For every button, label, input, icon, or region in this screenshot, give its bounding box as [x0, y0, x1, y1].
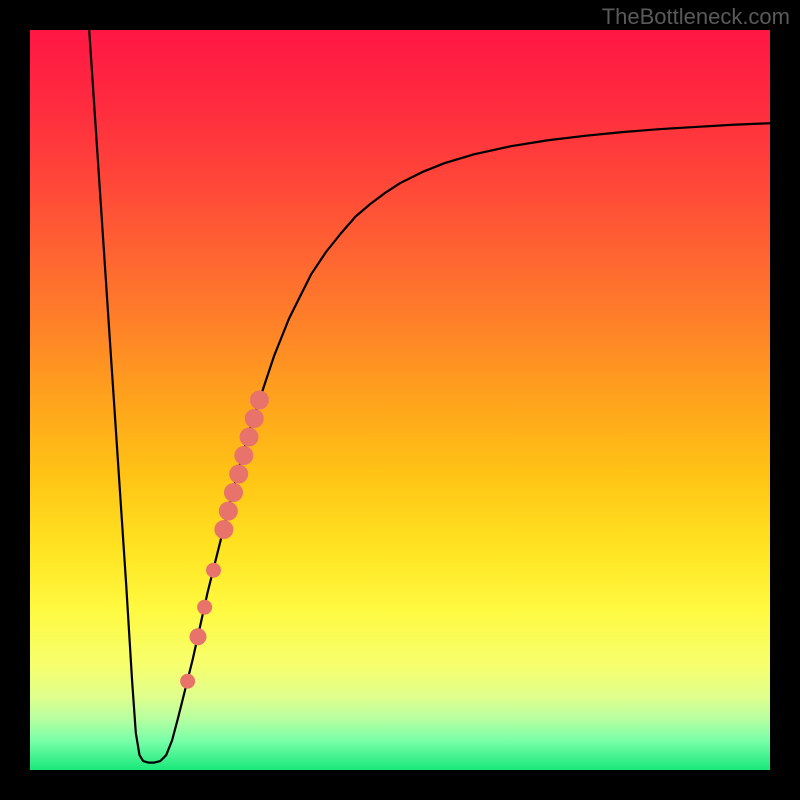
data-marker [219, 502, 237, 520]
data-marker [240, 428, 258, 446]
data-marker [225, 484, 243, 502]
data-marker [235, 447, 253, 465]
plot-area [30, 30, 770, 770]
data-marker [230, 465, 248, 483]
data-marker [207, 563, 221, 577]
chart-container: TheBottleneck.com [0, 0, 800, 800]
bottleneck-curve [89, 30, 770, 763]
data-marker [250, 391, 268, 409]
data-markers [181, 391, 269, 688]
data-marker [215, 521, 233, 539]
chart-overlay [30, 30, 770, 770]
data-marker [198, 600, 212, 614]
data-marker [181, 674, 195, 688]
data-marker [245, 410, 263, 428]
watermark-text: TheBottleneck.com [602, 4, 790, 30]
data-marker [190, 629, 206, 645]
